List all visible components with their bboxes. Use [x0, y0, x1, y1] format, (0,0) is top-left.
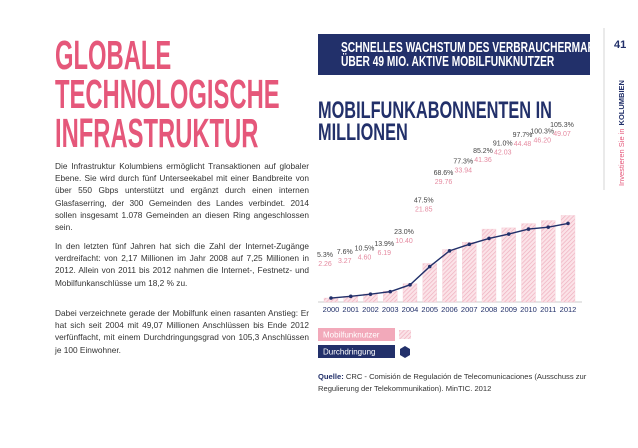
x-tick-label: 2008 — [481, 305, 498, 314]
page-title: GLOBALE TECHNOLOGISCHE INFRASTRUKTUR — [55, 32, 280, 156]
line-point — [487, 236, 491, 241]
bar — [560, 215, 576, 303]
chart-title: MOBILFUNKABONNENTEN IN MILLIONEN — [318, 97, 552, 146]
bar — [501, 227, 516, 303]
title-line: INFRASTRUKTUR — [55, 110, 259, 156]
running-head: Investieren Sie in KOLUMBIEN — [617, 80, 626, 186]
line-point — [546, 225, 551, 229]
data-label: 49.07 — [553, 131, 571, 138]
x-tick-label: 2007 — [461, 305, 478, 314]
bar — [422, 263, 437, 303]
x-tick-label: 2001 — [342, 305, 359, 314]
data-label: 97.7% — [513, 132, 533, 139]
data-label: 105.3% — [550, 122, 574, 129]
data-label: 23.0% — [394, 229, 414, 236]
data-label: 100.3% — [530, 129, 554, 136]
line-point — [467, 242, 472, 247]
page-number: 41 — [614, 39, 626, 51]
data-label: 42.03 — [494, 150, 512, 157]
data-label: 10.5% — [355, 245, 375, 252]
paragraph: In den letzten fünf Jahren hat sich die … — [55, 241, 309, 288]
data-label: 5.3% — [317, 252, 333, 259]
line-point — [526, 227, 531, 231]
x-tick-label: 2002 — [362, 305, 379, 314]
title-line: GLOBALE — [55, 32, 172, 78]
line-point — [408, 283, 412, 287]
running-head-bold: KOLUMBIEN — [617, 80, 626, 125]
x-tick-label: 2005 — [421, 305, 438, 314]
bar — [442, 249, 457, 303]
data-label: 44.48 — [514, 141, 532, 148]
data-label: 10.40 — [395, 238, 413, 245]
bar — [541, 220, 556, 303]
line-point — [329, 296, 333, 300]
x-tick-label: 2009 — [500, 305, 517, 314]
source: Quelle: CRC - Comisión de Regulación de … — [318, 371, 608, 395]
x-tick-label: 2011 — [540, 305, 556, 314]
line-point — [427, 264, 432, 269]
x-tick-label: 2010 — [520, 305, 537, 314]
data-label: 46.20 — [533, 138, 551, 145]
legend-box — [318, 345, 395, 358]
x-tick-label: 2006 — [441, 305, 458, 314]
bar — [521, 223, 536, 303]
bar — [462, 241, 477, 303]
data-label: 77.3% — [453, 159, 473, 166]
x-tick-label: 2000 — [323, 305, 340, 314]
paragraph: Dabei verzeichnete gerade der Mobilfunk … — [55, 308, 309, 355]
data-label: 47.5% — [414, 197, 434, 204]
data-label: 29.76 — [435, 179, 453, 186]
x-tick-label: 2003 — [382, 305, 399, 314]
line-point — [566, 221, 570, 226]
legend-swatch — [399, 330, 411, 339]
legend-label: Mobilfunknutzer — [323, 331, 380, 340]
data-label: 41.36 — [474, 157, 492, 164]
legend-swatch — [400, 346, 410, 358]
source-label: Quelle: — [318, 372, 344, 381]
x-tick-label: 2004 — [402, 305, 419, 314]
banner-line: SCHNELLES WACHSTUM DES VERBRAUCHERMARKTE… — [341, 39, 626, 56]
chart-title-line: MILLIONEN — [318, 119, 408, 146]
line-point — [447, 249, 452, 253]
line-point — [388, 289, 393, 294]
data-label: 4.60 — [358, 254, 372, 261]
title-line: TECHNOLOGISCHE — [55, 71, 280, 117]
data-label: 7.6% — [337, 249, 353, 256]
banner-text: SCHNELLES WACHSTUM DES VERBRAUCHERMARKTE… — [341, 39, 626, 70]
data-label: 91.0% — [493, 141, 513, 148]
x-tick-label: 2012 — [560, 305, 577, 314]
chart-title-line: MOBILFUNKABONNENTEN IN — [318, 97, 552, 124]
running-head-text: Investieren Sie in — [617, 128, 626, 186]
banner — [318, 34, 590, 75]
data-label: 3.27 — [338, 258, 352, 265]
line-point — [368, 292, 373, 296]
paragraph: Die Infrastruktur Kolumbiens ermöglicht … — [55, 161, 309, 233]
line-point — [348, 294, 353, 299]
data-label: 2.26 — [318, 261, 332, 268]
data-label: 13.9% — [374, 241, 394, 248]
legend-box — [318, 328, 395, 341]
line-point — [506, 232, 511, 236]
source-text: CRC - Comisión de Regulación de Telecomu… — [318, 372, 587, 393]
data-label: 6.19 — [377, 250, 391, 257]
legend-label: Durchdringung — [323, 348, 375, 357]
data-label: 68.6% — [434, 170, 454, 177]
data-label: 33.94 — [454, 168, 472, 175]
banner-line: ÜBER 49 MIO. AKTIVE MOBILFUNKNUTZER — [341, 53, 555, 70]
data-label: 21.85 — [415, 206, 433, 213]
bar — [481, 228, 497, 303]
data-label: 85.2% — [473, 148, 493, 155]
